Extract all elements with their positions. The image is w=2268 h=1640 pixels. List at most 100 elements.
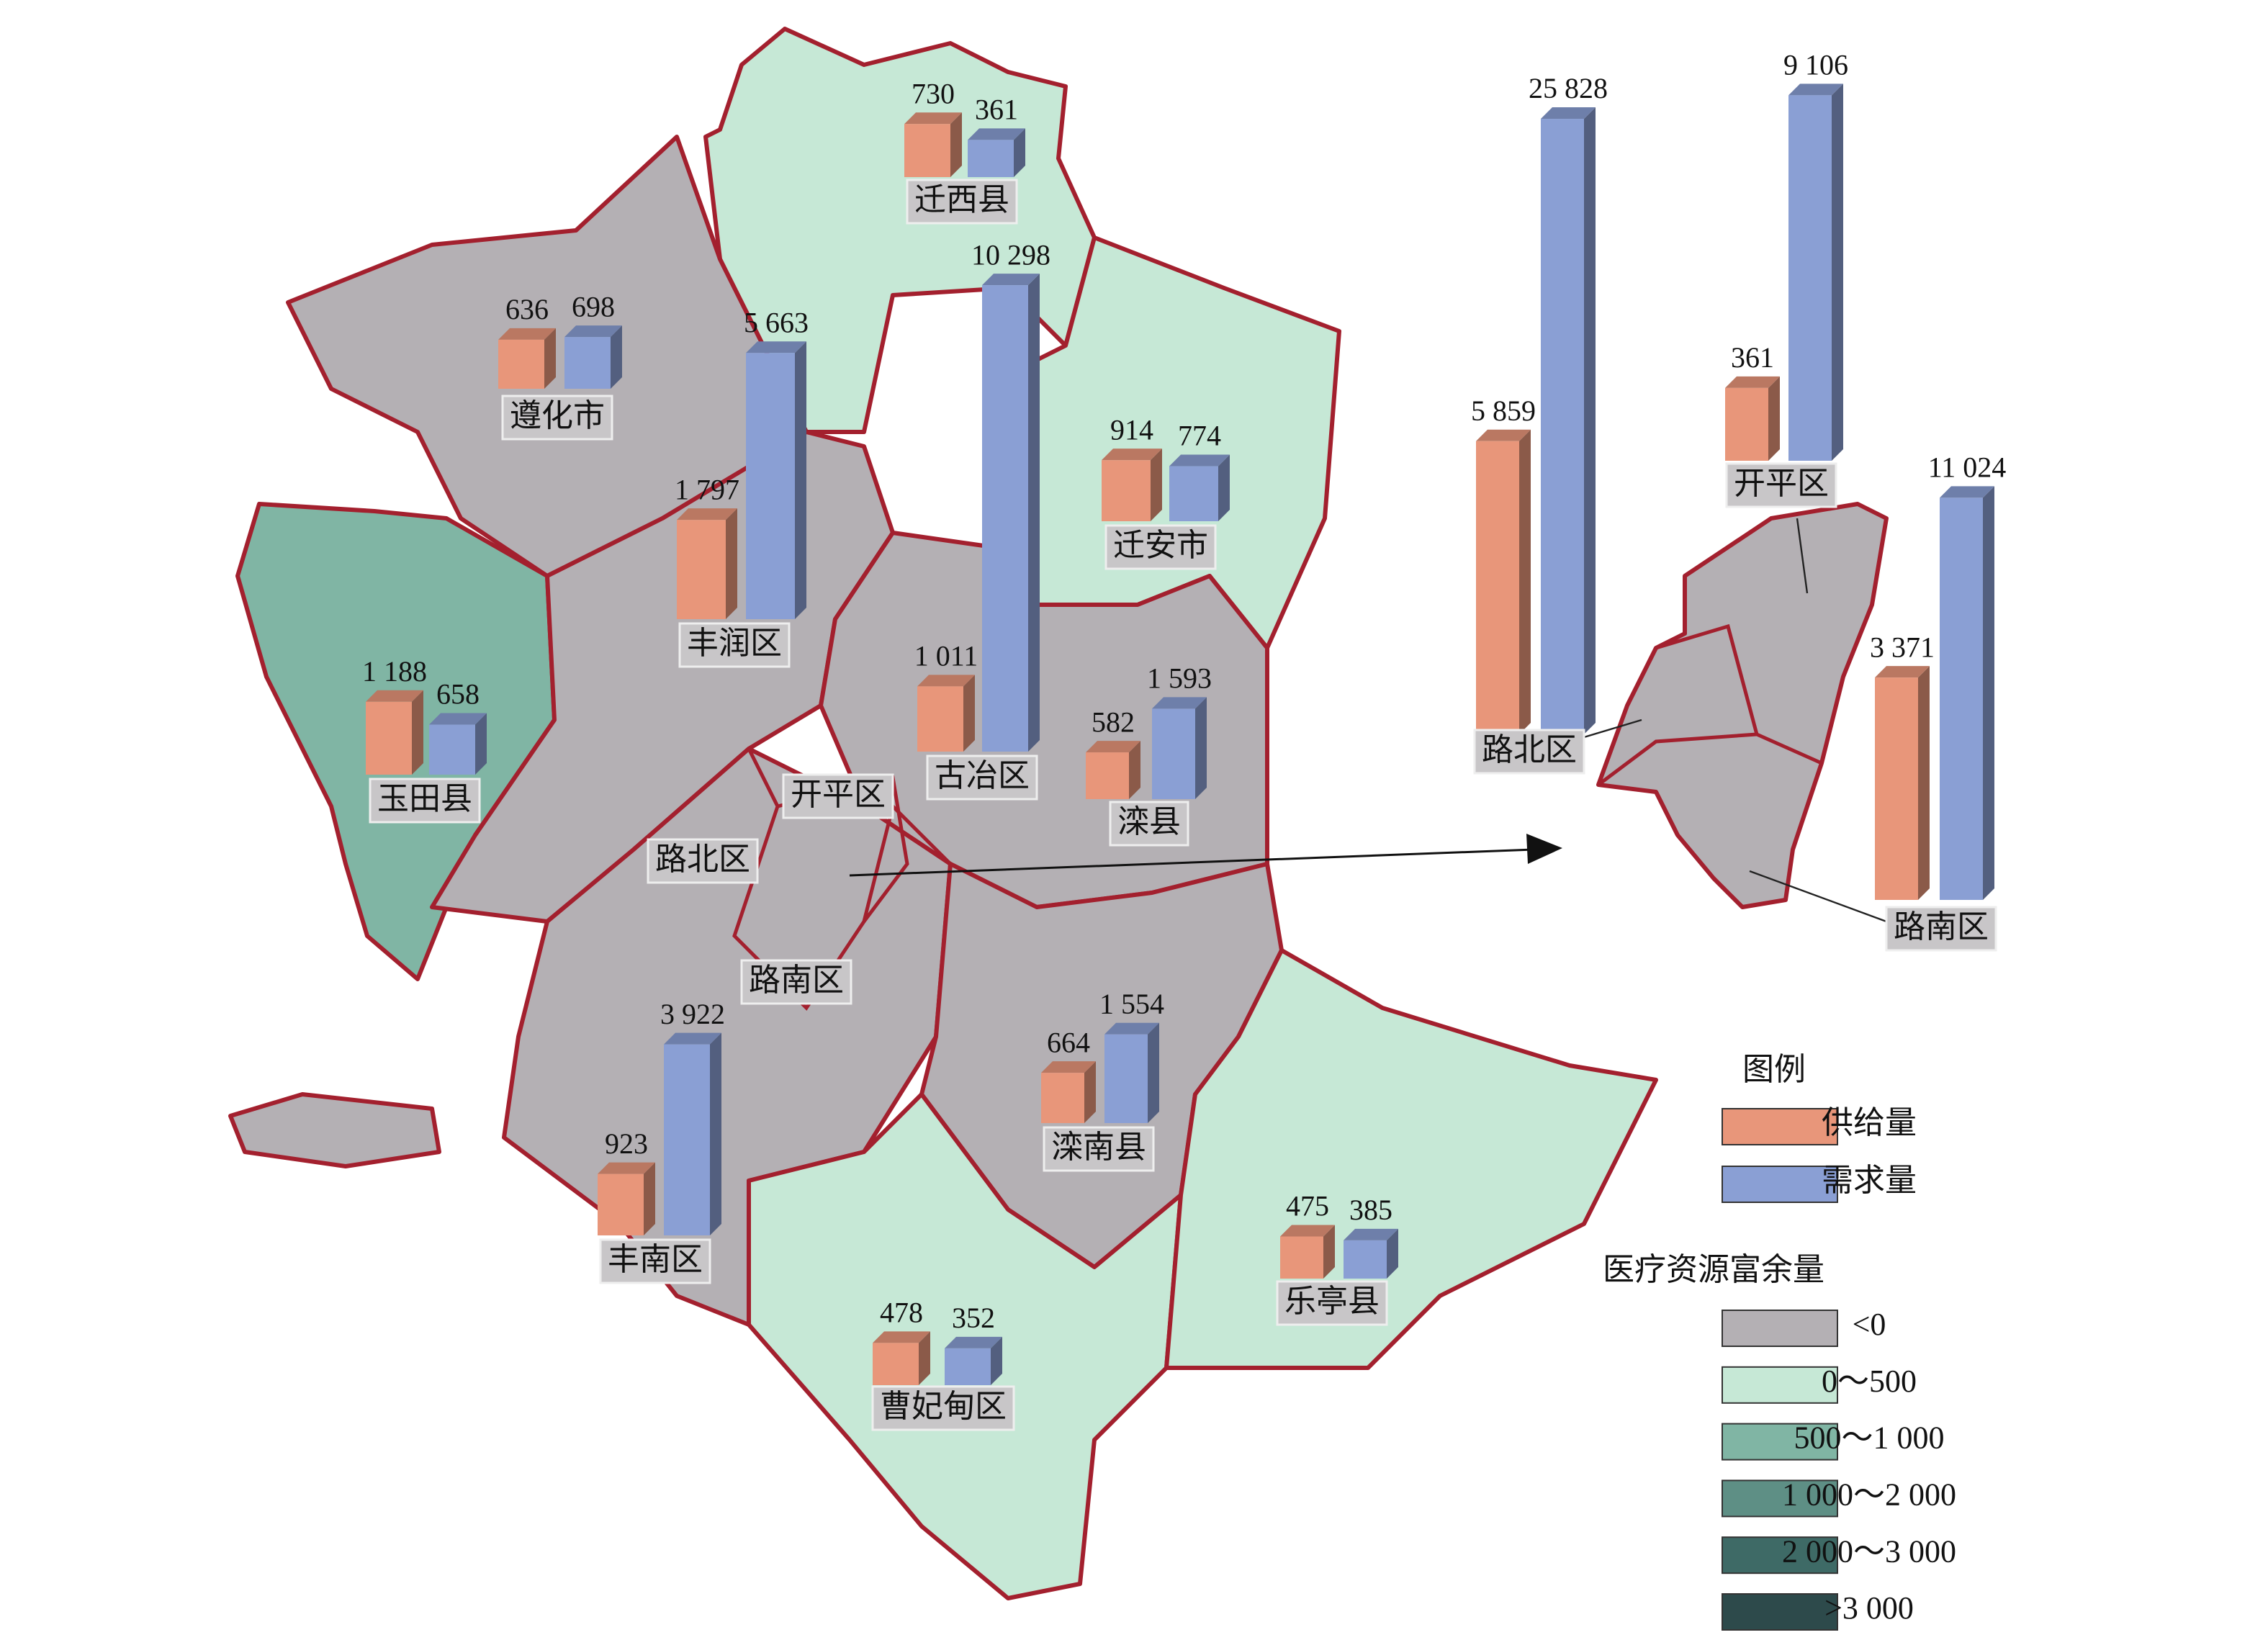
- value-label: 361: [975, 94, 1018, 126]
- bar-top: [1788, 84, 1843, 96]
- bar-3d: [498, 328, 556, 389]
- bar-top: [1940, 486, 1994, 498]
- value-label: 9 106: [1783, 49, 1848, 81]
- bar-3d: [873, 1331, 930, 1385]
- legend-swatch: [1722, 1536, 1838, 1574]
- bar-side: [475, 713, 487, 775]
- bar: [1940, 497, 1983, 900]
- bar-3d: [1169, 454, 1230, 521]
- value-label: 582: [1092, 706, 1135, 738]
- bar-side: [1218, 454, 1230, 521]
- bar-side: [1148, 1022, 1159, 1123]
- bar-3d: [1152, 697, 1207, 799]
- region-label: 路北区: [1482, 732, 1577, 767]
- value-label: 1 554: [1099, 988, 1164, 1020]
- bar-side: [950, 112, 962, 177]
- bar-side: [1028, 274, 1040, 752]
- bar: [968, 140, 1014, 177]
- bar-side: [919, 1331, 930, 1385]
- inset-arrow: [849, 834, 1562, 877]
- label-box: [1725, 462, 1837, 508]
- bar: [664, 1044, 710, 1235]
- bar-3d: [982, 274, 1040, 752]
- label-box: [1104, 524, 1217, 570]
- label-box: [906, 179, 1018, 225]
- bar-top: [677, 508, 737, 521]
- bar-side: [1014, 128, 1025, 177]
- bar-top: [498, 328, 556, 340]
- value-label: 1 797: [675, 473, 739, 505]
- value-label: 385: [1349, 1194, 1392, 1226]
- value-label: 5 859: [1471, 395, 1536, 427]
- bar-3d: [1725, 376, 1780, 461]
- bar: [498, 339, 544, 389]
- label-box: [782, 773, 894, 819]
- bar-side: [644, 1162, 655, 1235]
- bar-side: [1323, 1225, 1335, 1279]
- value-label: 3 922: [660, 998, 725, 1030]
- value-label: 636: [505, 293, 549, 325]
- legend-label: <0: [1853, 1307, 1886, 1342]
- value-label: 1 011: [914, 640, 978, 672]
- bar-3d: [1541, 107, 1596, 735]
- region-label: 路南区: [749, 963, 844, 998]
- region-label: 丰南区: [608, 1242, 703, 1277]
- bar-top: [1086, 741, 1140, 753]
- bar: [1041, 1073, 1084, 1123]
- bar-3d: [945, 1336, 1002, 1385]
- bar: [945, 1348, 991, 1385]
- bar-side: [1195, 697, 1207, 799]
- bar: [1086, 752, 1129, 799]
- inset-region: [1596, 502, 1889, 909]
- label-box: [599, 1238, 711, 1284]
- bar: [1169, 466, 1218, 521]
- inset-border: [1655, 623, 1823, 765]
- legend-label: 0～500: [1822, 1364, 1917, 1399]
- bar-side: [726, 508, 737, 619]
- bar: [1152, 708, 1195, 799]
- label-box: [1276, 1280, 1388, 1326]
- value-label: 361: [1731, 341, 1774, 374]
- bar-3d: [904, 112, 962, 177]
- bar-top: [904, 112, 962, 125]
- bar-3d: [1875, 666, 1930, 900]
- bar-top: [1152, 697, 1207, 709]
- inset-border: [1597, 732, 1758, 786]
- value-label: 11 024: [1928, 451, 2007, 484]
- bar-side: [963, 675, 975, 752]
- legend-swatch: [1722, 1423, 1838, 1461]
- bar-top: [968, 128, 1025, 140]
- label-box: [740, 959, 852, 1005]
- value-label: 658: [436, 678, 480, 711]
- bar-3d: [968, 128, 1025, 177]
- bar: [1344, 1240, 1387, 1279]
- bar: [746, 353, 795, 619]
- bar-3d: [1280, 1225, 1335, 1279]
- label-box: [1109, 801, 1189, 847]
- region-label: 开平区: [791, 777, 886, 812]
- value-label: 698: [572, 290, 615, 323]
- label-box: [369, 778, 481, 824]
- bar-3d: [1344, 1228, 1398, 1279]
- region-island: [228, 1092, 441, 1168]
- bar: [677, 520, 726, 619]
- bar-top: [1102, 449, 1162, 461]
- label-box: [647, 838, 759, 884]
- bar-side: [1084, 1061, 1096, 1123]
- value-label: 730: [912, 77, 955, 109]
- bar-side: [1387, 1228, 1398, 1279]
- bar: [1104, 1034, 1148, 1123]
- label-box: [501, 395, 613, 441]
- label-box: [678, 622, 791, 668]
- legend-label: 500～1 000: [1794, 1420, 1945, 1456]
- legend-label: 2 000～3 000: [1782, 1533, 1956, 1569]
- bar-top: [1344, 1228, 1398, 1240]
- bar-top: [746, 341, 806, 353]
- bar: [564, 337, 611, 389]
- bar-side: [1519, 429, 1531, 734]
- value-label: 3 371: [1870, 631, 1935, 663]
- bar: [1476, 441, 1519, 734]
- bar-side: [611, 325, 622, 389]
- bar-side: [1129, 741, 1140, 799]
